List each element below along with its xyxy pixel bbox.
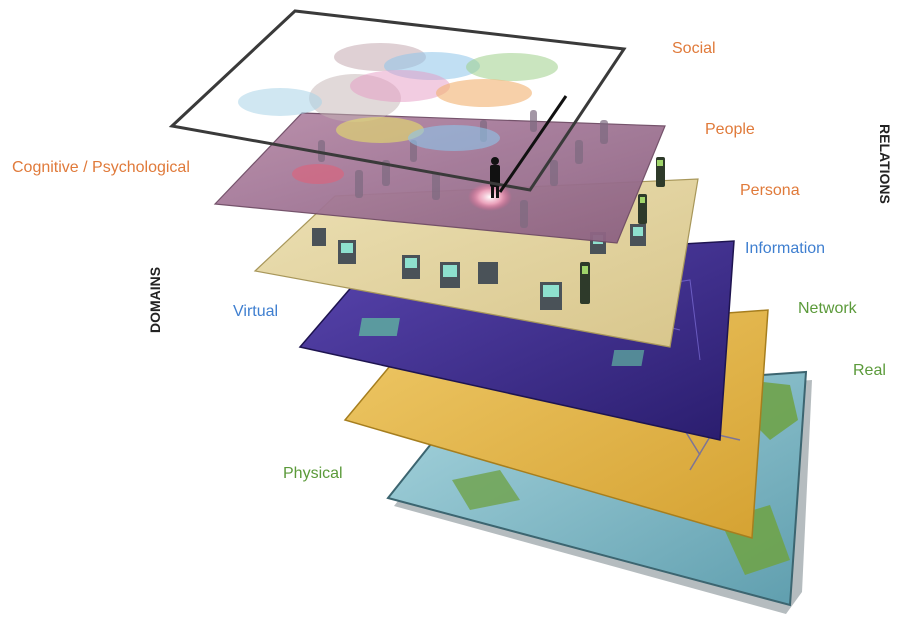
label-virtual: Virtual: [233, 303, 278, 320]
central-person-figure: [490, 157, 500, 198]
label-physical: Physical: [283, 465, 343, 482]
label-social: Social: [672, 40, 716, 57]
label-real: Real: [853, 362, 886, 379]
label-people: People: [705, 121, 755, 138]
label-persona: Persona: [740, 182, 800, 199]
label-cognitive: Cognitive / Psychological: [12, 159, 190, 176]
continent-shape: [452, 470, 520, 510]
label-relations: RELATIONS: [877, 124, 893, 204]
label-information: Information: [745, 240, 825, 257]
person-figure: [318, 110, 608, 228]
computer-screen: [341, 227, 643, 297]
label-domains: DOMAINS: [147, 267, 163, 333]
people-layer: [213, 110, 666, 244]
social-layer: [168, 9, 627, 193]
label-network: Network: [798, 300, 858, 317]
